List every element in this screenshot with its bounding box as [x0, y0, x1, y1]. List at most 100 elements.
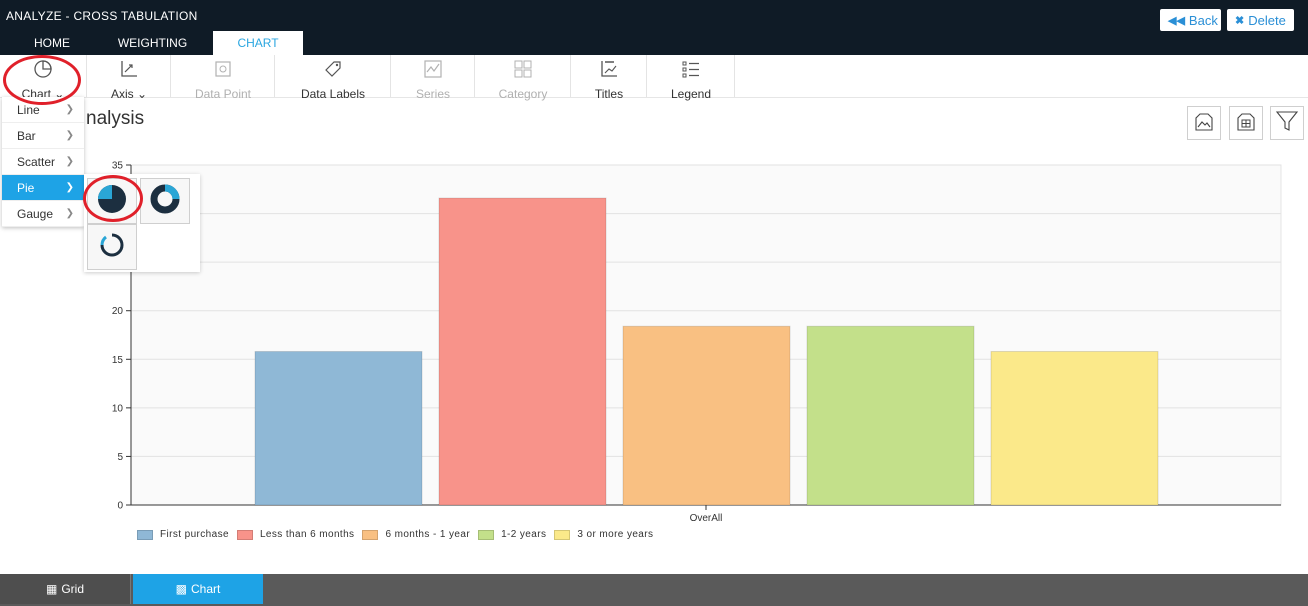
ribbon-category-label: Category	[498, 87, 548, 101]
y-tick-label: 35	[112, 161, 124, 172]
tab-chart[interactable]: CHART	[213, 31, 303, 55]
tag-icon	[323, 59, 343, 84]
ribbon-data-point-button[interactable]: Data Point	[172, 55, 275, 101]
filter-button[interactable]	[1270, 106, 1304, 140]
ribbon-series-button[interactable]: Series	[392, 55, 475, 101]
legend-label: 3 or more years	[577, 529, 654, 540]
legend-swatch	[478, 529, 495, 540]
y-tick-label: 10	[112, 403, 124, 414]
bar-chart-icon: ▩	[175, 582, 187, 596]
chevron-right-icon: ❯	[65, 104, 74, 115]
bar-2	[438, 197, 607, 506]
legend-swatch	[554, 529, 571, 540]
legend-label: Less than 6 months	[259, 529, 355, 540]
ribbon-category-button[interactable]: Category	[476, 55, 571, 101]
semi-donut-option-button[interactable]	[87, 224, 137, 270]
menu-item-line-label: Line	[17, 102, 40, 117]
y-tick-label: 20	[112, 306, 124, 317]
bar-3	[622, 325, 791, 506]
delete-button[interactable]: ✖ Delete	[1227, 9, 1294, 31]
back-button[interactable]: ◀◀ Back	[1160, 9, 1221, 31]
pie-option-button[interactable]	[87, 178, 137, 224]
menu-item-pie-label: Pie	[17, 180, 35, 195]
axis-icon	[119, 59, 139, 84]
table-download-icon	[1235, 110, 1257, 137]
export-table-button[interactable]	[1229, 106, 1263, 140]
bar-1	[254, 351, 423, 506]
ribbon-data-labels-label: Data Labels	[300, 87, 366, 101]
chart-legend: First purchase Less than 6 months 6 months…	[137, 529, 661, 540]
donut-option-button[interactable]	[140, 178, 190, 224]
menu-item-bar[interactable]: Bar ❯	[2, 123, 84, 149]
bottom-bar: ▦ Grid ▩ Chart	[0, 574, 1308, 606]
page-title: nalysis	[86, 108, 145, 129]
legend-item[interactable]: First purchase	[137, 529, 229, 540]
tab-weighting[interactable]: WEIGHTING	[117, 36, 188, 50]
bar-chart: 0 5 10 15 20 35 OverAll	[112, 161, 1282, 524]
top-header: ANALYZE - CROSS TABULATION ◀◀ Back ✖ Del…	[0, 0, 1308, 55]
legend-item[interactable]: 6 months - 1 year	[362, 529, 470, 540]
bottom-tab-chart[interactable]: ▩ Chart	[133, 574, 263, 604]
ribbon-data-point-label: Data Point	[194, 87, 252, 101]
legend-icon	[681, 59, 701, 84]
bottom-tab-grid[interactable]: ▦ Grid	[0, 574, 131, 604]
back-button-label: Back	[1188, 12, 1218, 28]
legend-item[interactable]: Less than 6 months	[236, 529, 355, 540]
ribbon-axis-button[interactable]: Axis ⌄	[88, 55, 171, 101]
chart-area: 0 5 10 15 20 35 OverAll	[85, 148, 1300, 548]
menu-item-line[interactable]: Line ❯	[2, 97, 84, 123]
tab-home[interactable]: HOME	[34, 36, 70, 50]
legend-item[interactable]: 1-2 years	[478, 529, 546, 540]
legend-item[interactable]: 3 or more years	[554, 529, 653, 540]
legend-swatch	[137, 529, 153, 540]
bar-4	[806, 325, 975, 506]
bottom-tab-grid-label: Grid	[61, 582, 84, 596]
category-grid-icon	[513, 59, 533, 84]
x-tick-label: OverAll	[690, 513, 723, 524]
ribbon-titles-label: Titles	[594, 87, 624, 101]
ribbon-axis-label: Axis ⌄	[110, 87, 148, 101]
rewind-icon: ◀◀	[1168, 14, 1185, 27]
legend-label: 6 months - 1 year	[385, 529, 471, 540]
ribbon-legend-label: Legend	[670, 87, 712, 101]
pie-icon	[95, 182, 129, 221]
bar-5	[990, 351, 1159, 506]
chart-type-menu: Line ❯ Bar ❯ Scatter ❯ Pie ❯ Gauge ❯	[2, 97, 84, 227]
legend-swatch	[236, 529, 253, 540]
close-icon: ✖	[1235, 14, 1245, 27]
bottom-tab-chart-label: Chart	[191, 582, 221, 596]
filter-icon	[1275, 109, 1299, 138]
legend-label: 1-2 years	[501, 529, 547, 540]
pie-chart-icon	[33, 59, 53, 84]
main-tabs: HOME WEIGHTING CHART	[12, 31, 303, 55]
chevron-right-icon: ❯	[65, 182, 74, 193]
semi-donut-icon	[98, 231, 126, 264]
ribbon-legend-button[interactable]: Legend	[648, 55, 735, 101]
chevron-right-icon: ❯	[65, 130, 74, 141]
legend-swatch	[362, 529, 379, 540]
picture-download-icon	[1193, 110, 1215, 137]
grid-icon: ▦	[45, 582, 58, 596]
titles-icon	[599, 59, 619, 84]
ribbon-data-labels-button[interactable]: Data Labels	[276, 55, 391, 101]
ribbon-titles-button[interactable]: Titles	[572, 55, 647, 101]
chevron-right-icon: ❯	[65, 208, 74, 219]
menu-item-scatter[interactable]: Scatter ❯	[2, 149, 84, 175]
export-image-button[interactable]	[1187, 106, 1221, 140]
y-tick-label: 5	[117, 452, 123, 463]
series-icon	[423, 59, 443, 84]
menu-item-bar-label: Bar	[17, 128, 36, 143]
menu-item-scatter-label: Scatter	[17, 154, 56, 169]
ribbon-series-label: Series	[415, 87, 450, 101]
y-tick-label: 15	[112, 355, 124, 366]
menu-item-pie[interactable]: Pie ❯	[2, 175, 84, 201]
pie-options-submenu	[84, 174, 200, 272]
y-tick-label: 0	[117, 501, 123, 512]
chevron-right-icon: ❯	[65, 156, 74, 167]
data-point-icon	[213, 59, 233, 84]
menu-item-gauge[interactable]: Gauge ❯	[2, 201, 84, 227]
menu-item-gauge-label: Gauge	[17, 206, 54, 221]
donut-icon	[149, 183, 181, 220]
app-title: ANALYZE - CROSS TABULATION	[6, 9, 198, 23]
ribbon-chart-button[interactable]: Chart ⌄	[0, 55, 87, 101]
